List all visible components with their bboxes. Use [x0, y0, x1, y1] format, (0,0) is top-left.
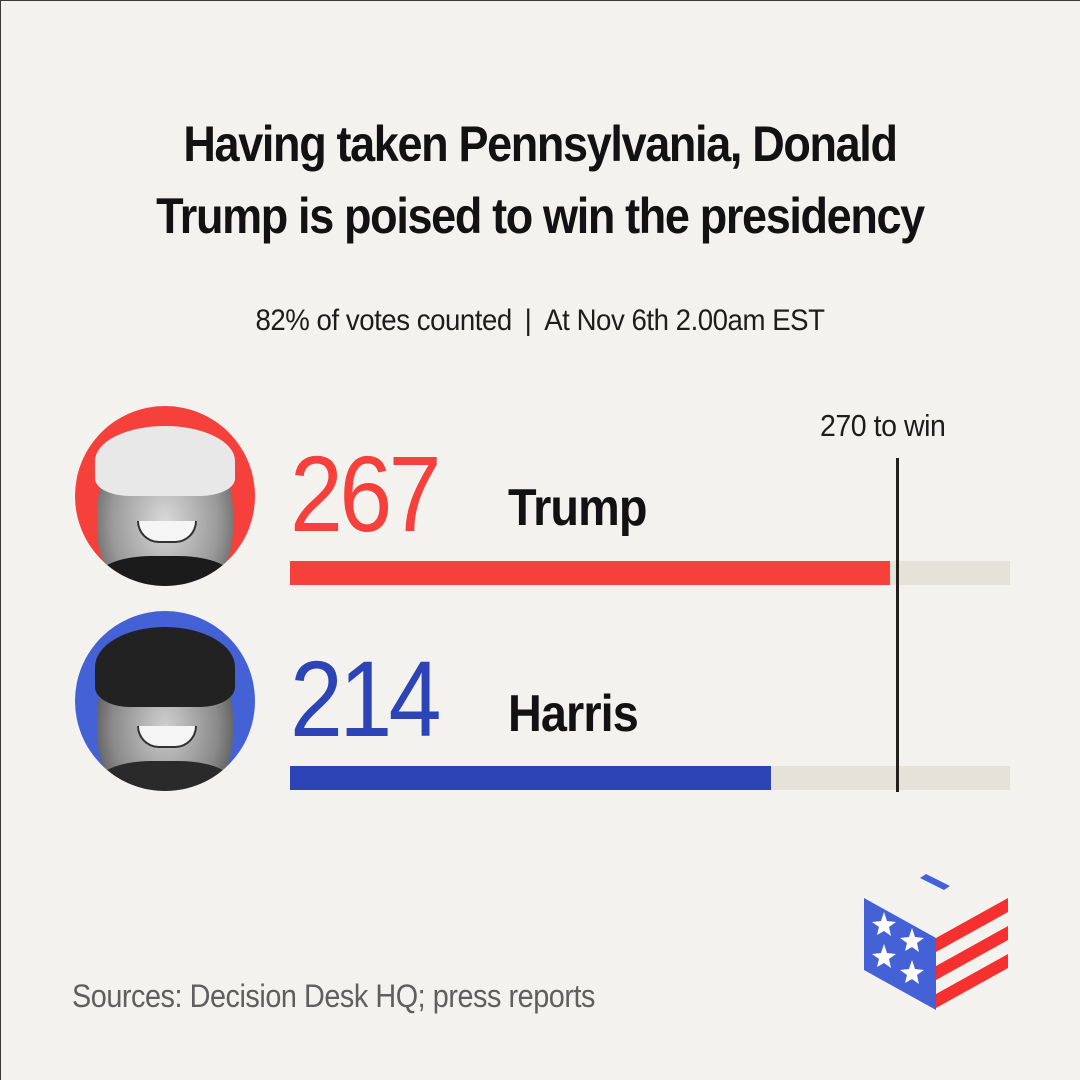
- trump-name: Trump: [508, 479, 647, 537]
- source-note: Sources: Decision Desk HQ; press reports: [72, 978, 595, 1014]
- trump-portrait-icon: [75, 406, 255, 586]
- title-line-2: Trump is poised to win the presidency: [156, 188, 925, 244]
- trump-votes: 267: [290, 433, 442, 554]
- harris-bar: [290, 766, 771, 790]
- subtitle-separator: |: [524, 304, 532, 337]
- harris-bar-track: [290, 766, 1010, 790]
- votes-counted: 82% of votes counted: [255, 304, 512, 337]
- harris-name: Harris: [508, 685, 639, 743]
- hair-shape: [95, 426, 235, 496]
- chart-subtitle: 82% of votes counted | At Nov 6th 2.00am E…: [43, 304, 1037, 338]
- ballot-box-flag-icon: [864, 874, 1008, 1010]
- threshold-label: 270 to win: [820, 408, 946, 443]
- title-line-1: Having taken Pennsylvania, Donald: [183, 116, 898, 172]
- suit-shape: [95, 556, 235, 586]
- timestamp: At Nov 6th 2.00am EST: [544, 304, 825, 337]
- harris-votes: 214: [290, 638, 442, 759]
- trump-bar: [290, 561, 890, 585]
- hair-shape: [95, 627, 235, 707]
- threshold-line: [896, 458, 899, 792]
- suit-shape: [95, 761, 235, 791]
- trump-bar-track: [290, 561, 1010, 585]
- chart-title: Having taken Pennsylvania, Donald Trump …: [54, 108, 1026, 252]
- harris-portrait-icon: [75, 611, 255, 791]
